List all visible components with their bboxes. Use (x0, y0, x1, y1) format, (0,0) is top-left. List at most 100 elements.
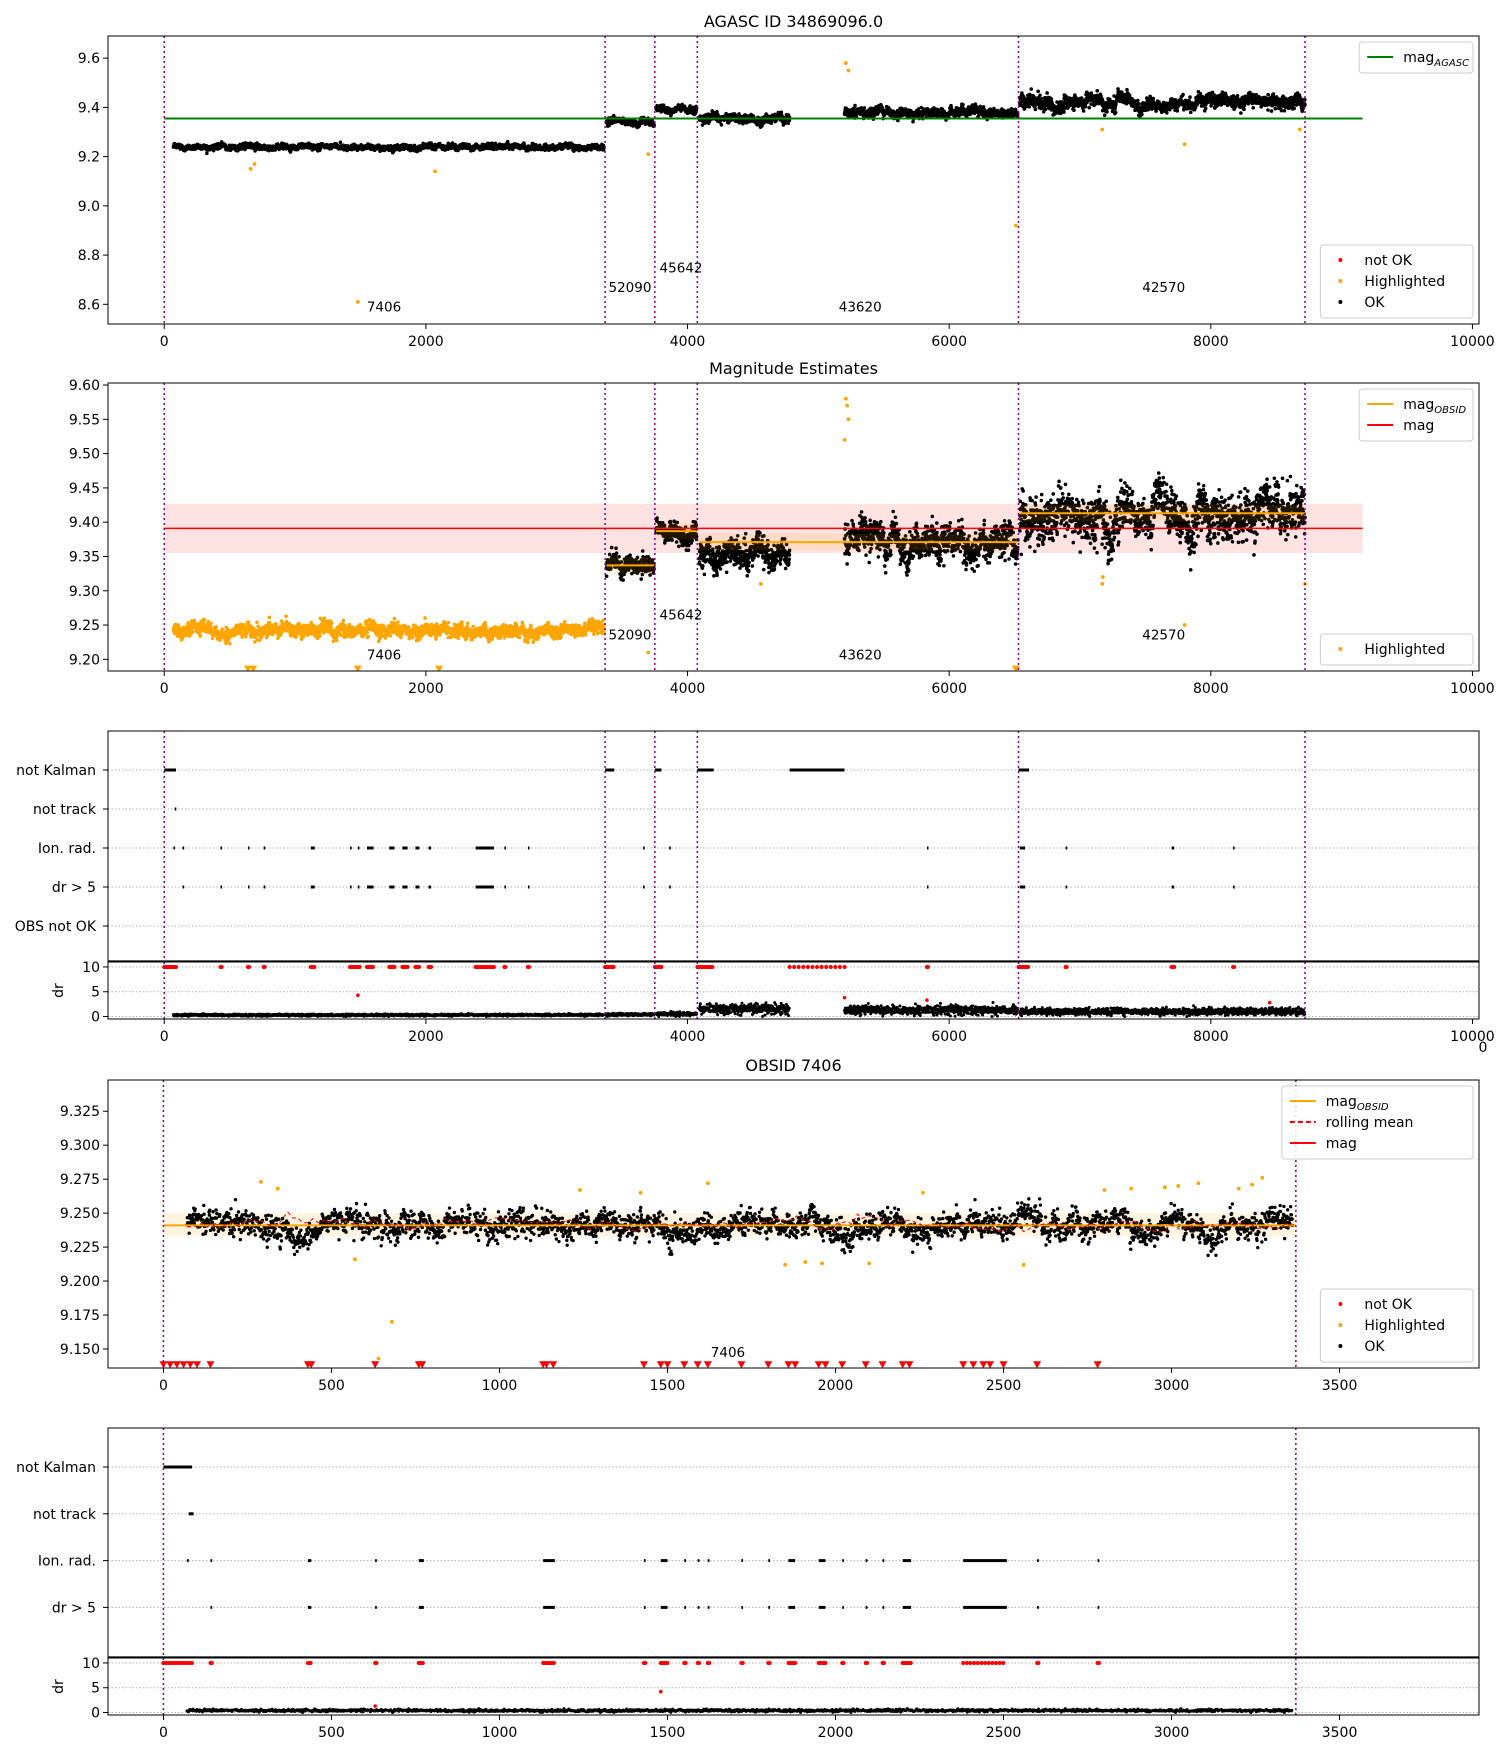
x-tick-label: 0 (160, 334, 169, 350)
flag-marker (926, 885, 929, 889)
x-tick-label: 3500 (1322, 1725, 1358, 1741)
flag-marker (902, 1559, 912, 1563)
obsid-annotation: 7406 (367, 647, 401, 663)
out-of-range-marker (243, 665, 252, 671)
legend-label-text: rolling mean (1326, 1115, 1414, 1131)
out-of-range-marker (986, 1361, 995, 1368)
x-tick-label: 3000 (1154, 1725, 1190, 1741)
flag-marker (247, 846, 250, 850)
flag-marker (210, 1605, 213, 1609)
flag-marker (1233, 846, 1235, 850)
y-tick-label: 9.6 (78, 51, 100, 67)
dr-axis-label: dr (51, 983, 67, 998)
dr-not-ok-points (695, 1660, 702, 1665)
y-tick-label: 9.60 (69, 378, 100, 394)
out-of-range-marker (693, 1361, 702, 1368)
dr-tick-label: 0 (91, 1010, 100, 1026)
obsid-annotation: 52090 (608, 280, 651, 296)
flag-marker (789, 768, 845, 772)
flag-marker (163, 1465, 193, 1469)
x-tick-label: 2500 (986, 1725, 1022, 1741)
dr-not-ok-points (348, 964, 362, 969)
out-of-range-marker (680, 1361, 689, 1368)
y-tick-label: 8.8 (78, 248, 100, 264)
flag-marker (173, 846, 176, 850)
flag-marker (402, 885, 408, 889)
dr-not-ok-points (900, 1660, 913, 1665)
dr-not-ok-points (641, 1660, 648, 1665)
out-of-range-marker (542, 1361, 551, 1368)
flag-marker (669, 885, 671, 889)
ok-points (654, 516, 699, 553)
dr-not-ok-points (1035, 1660, 1041, 1665)
dr-not-ok-points (387, 964, 397, 969)
flag-marker (1037, 1605, 1039, 1609)
x-tick-label: 2000 (818, 1725, 854, 1741)
legend-marker (1338, 1344, 1343, 1348)
flag-marker (415, 885, 420, 889)
x-tick-label: 3000 (1154, 1378, 1190, 1394)
p2-axes: 7406 52090 45642 43620 42570 0 2000 4000 6000 800… (69, 359, 1495, 697)
legend-box (1319, 1288, 1474, 1363)
legend-label: mag (1326, 1136, 1357, 1152)
flag-marker (865, 1559, 868, 1563)
legend-marker (1338, 279, 1343, 283)
dr-not-ok-points (961, 1660, 1006, 1665)
ok-points (1018, 471, 1307, 572)
flag-marker (389, 846, 395, 850)
flag-row-label: not track (33, 1507, 97, 1523)
ok-points (185, 1197, 1295, 1258)
y-tick-label: 9.325 (60, 1104, 100, 1120)
obsid-annotation: 45642 (660, 608, 703, 624)
flag-marker (1097, 1605, 1100, 1609)
dr-points (1018, 1004, 1307, 1019)
out-of-range-marker (821, 1361, 830, 1368)
dr-points (654, 1009, 698, 1019)
ok-points (171, 614, 606, 646)
flag-marker (1037, 1559, 1039, 1563)
legend-marker (1338, 258, 1343, 262)
flag-marker (504, 846, 506, 850)
flag-row-label: Ion. rad. (38, 1554, 96, 1570)
out-of-range-marker (969, 1361, 978, 1368)
dr-points (185, 1707, 1294, 1715)
dr-tick-label: 5 (91, 1681, 100, 1697)
dr-tick-label: 10 (82, 960, 100, 976)
dr-not-ok-points (525, 964, 531, 969)
x-tick-label: 6000 (931, 1029, 967, 1045)
dr-not-ok-points (426, 964, 434, 969)
clipped-tick-label: 0 (1479, 1040, 1488, 1056)
out-of-range-marker (905, 1361, 914, 1368)
obsid-annotation: 42570 (1142, 627, 1185, 643)
x-tick-label: 1000 (482, 1725, 518, 1741)
obsid-annotation: 7406 (367, 300, 401, 316)
legend-label: rolling mean (1326, 1115, 1414, 1131)
legend-label: not OK (1364, 253, 1412, 269)
flag-marker (741, 1605, 744, 1609)
dr-not-ok-points (400, 964, 410, 969)
dr-not-ok-points (863, 1660, 870, 1665)
ok-points (604, 545, 656, 582)
flag-marker (768, 1559, 770, 1563)
dr-not-ok-points (365, 964, 376, 969)
flag-marker (188, 1512, 194, 1516)
legend-label: Highlighted (1364, 274, 1445, 290)
out-of-range-marker (172, 1361, 181, 1368)
y-tick-label: 9.35 (69, 549, 100, 565)
x-tick-label: 8000 (1193, 681, 1229, 697)
out-of-range-marker (814, 1361, 823, 1368)
x-tick-label: 1500 (650, 1725, 686, 1741)
flag-marker (527, 885, 530, 889)
flag-marker (475, 885, 494, 889)
out-of-range-marker (371, 1361, 380, 1368)
x-tick-label: 500 (318, 1725, 345, 1741)
y-tick-label: 9.275 (60, 1172, 100, 1188)
dr-not-ok-points (416, 1660, 425, 1665)
legend-label: magOBSID (1403, 397, 1466, 416)
dr-not-ok-points (787, 964, 847, 969)
out-of-range-marker (549, 1361, 558, 1368)
p2-plot-area: 7406 52090 45642 43620 42570 (163, 383, 1363, 671)
y-tick-label: 9.55 (69, 412, 100, 428)
flag-marker (697, 1559, 700, 1563)
